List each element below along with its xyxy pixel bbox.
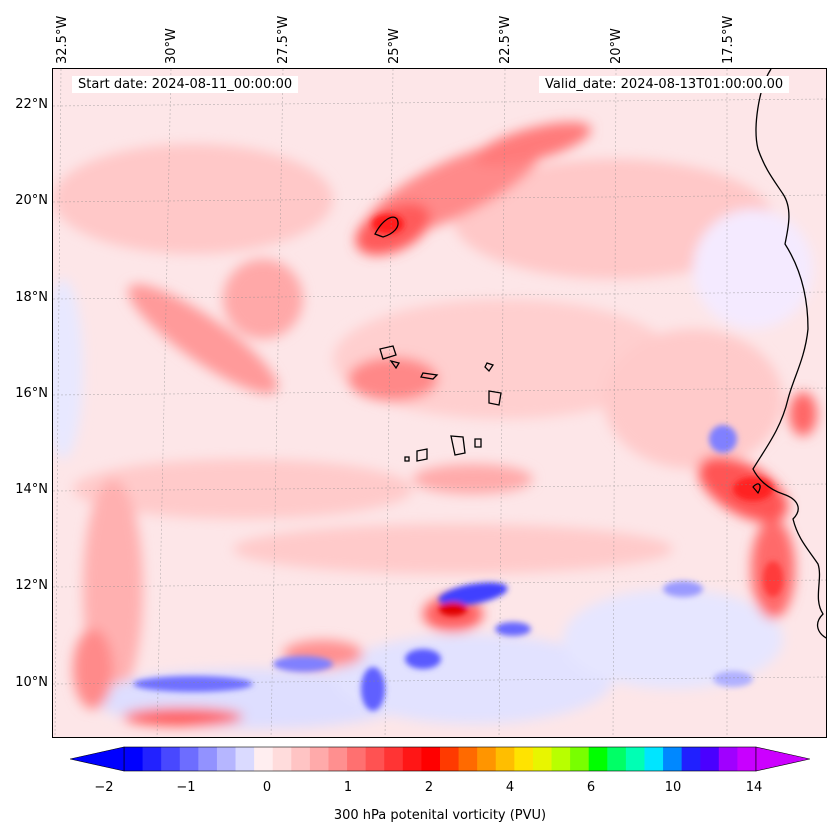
lat-label-22n: 22°N	[15, 97, 48, 112]
colorbar-cell	[179, 747, 199, 771]
colorbar-cell	[402, 747, 422, 771]
colorbar-cell	[235, 747, 255, 771]
colorbar-cell	[216, 747, 237, 771]
coast-detail	[752, 483, 761, 495]
colorbar-cell	[588, 747, 608, 771]
lat-label-18n: 18°N	[15, 290, 48, 305]
map-panel[interactable]	[52, 68, 827, 738]
colorbar-cell	[291, 747, 311, 771]
lon-label-30w: 30°W	[164, 28, 179, 64]
colorbar-cell	[161, 747, 181, 771]
colorbar-cell	[663, 747, 683, 771]
colorbar-cell	[681, 747, 701, 771]
colorbar-cell	[551, 747, 571, 771]
lon-label-27.5w: 27.5°W	[276, 15, 291, 64]
colorbar-cell	[272, 747, 292, 771]
colorbar-cell	[495, 747, 515, 771]
lat-label-12n: 12°N	[15, 578, 48, 593]
colorbar-cell	[142, 747, 162, 771]
lat-label-10n: 10°N	[15, 675, 48, 690]
colorbar-cell	[532, 747, 553, 771]
colorbar-cell	[737, 747, 757, 771]
colorbar-tick-neg2: −2	[94, 780, 114, 795]
colorbar-tick-0: 0	[262, 780, 272, 795]
lon-label-17.5w: 17.5°W	[721, 15, 736, 64]
colorbar-cell	[347, 747, 367, 771]
colorbar-cell	[644, 747, 664, 771]
valid-date-label: Valid_date: 2024-08-13T01:00:00.00	[539, 76, 790, 93]
colorbar-min-triangle	[70, 746, 125, 772]
colorbar-cell	[477, 747, 497, 771]
colorbar-label: 300 hPa potenital vorticity (PVU)	[333, 808, 547, 823]
colorbar-tick-4: 4	[505, 780, 515, 795]
colorbar-cell	[365, 747, 385, 771]
lat-label-20n: 20°N	[15, 193, 48, 208]
colorbar-cell	[625, 747, 645, 771]
colorbar-cell	[514, 747, 534, 771]
africa-coastline	[752, 69, 826, 639]
colorbar-cell	[458, 747, 478, 771]
colorbar-tick-10: 10	[664, 780, 682, 795]
lon-label-25w: 25°W	[387, 28, 402, 64]
graticule	[53, 69, 826, 737]
colorbar-max-triangle	[755, 746, 810, 772]
colorbar-cell	[700, 747, 720, 771]
colorbar-tick-neg1: −1	[176, 780, 196, 795]
colorbar-cell	[570, 747, 590, 771]
colorbar-cell	[309, 747, 329, 771]
colorbar-cell	[384, 747, 404, 771]
lon-label-20w: 20°W	[609, 28, 624, 64]
colorbar-tick-2: 2	[424, 780, 434, 795]
cape-verde-islands	[379, 345, 502, 462]
colorbar-tick-1: 1	[343, 780, 353, 795]
lon-label-22.5w: 22.5°W	[498, 15, 513, 64]
colorbar-cell	[718, 747, 738, 771]
lat-label-16n: 16°N	[15, 386, 48, 401]
colorbar-cell	[198, 747, 218, 771]
pv-peak-contour	[374, 216, 399, 238]
lon-label-32.5w: 32.5°W	[55, 15, 70, 64]
colorbar	[70, 746, 810, 772]
colorbar-cell	[328, 747, 348, 771]
pv-contour-map	[53, 69, 826, 737]
colorbar-cell	[124, 747, 144, 771]
colorbar-cell	[607, 747, 627, 771]
lat-label-14n: 14°N	[15, 482, 48, 497]
colorbar-cell	[254, 747, 274, 771]
start-date-label: Start date: 2024-08-11_00:00:00	[72, 76, 299, 93]
colorbar-cell	[440, 747, 460, 771]
colorbar-tick-6: 6	[586, 780, 596, 795]
pv-field-smooth	[53, 122, 817, 729]
colorbar-tick-14: 14	[745, 780, 763, 795]
colorbar-cell	[421, 747, 441, 771]
